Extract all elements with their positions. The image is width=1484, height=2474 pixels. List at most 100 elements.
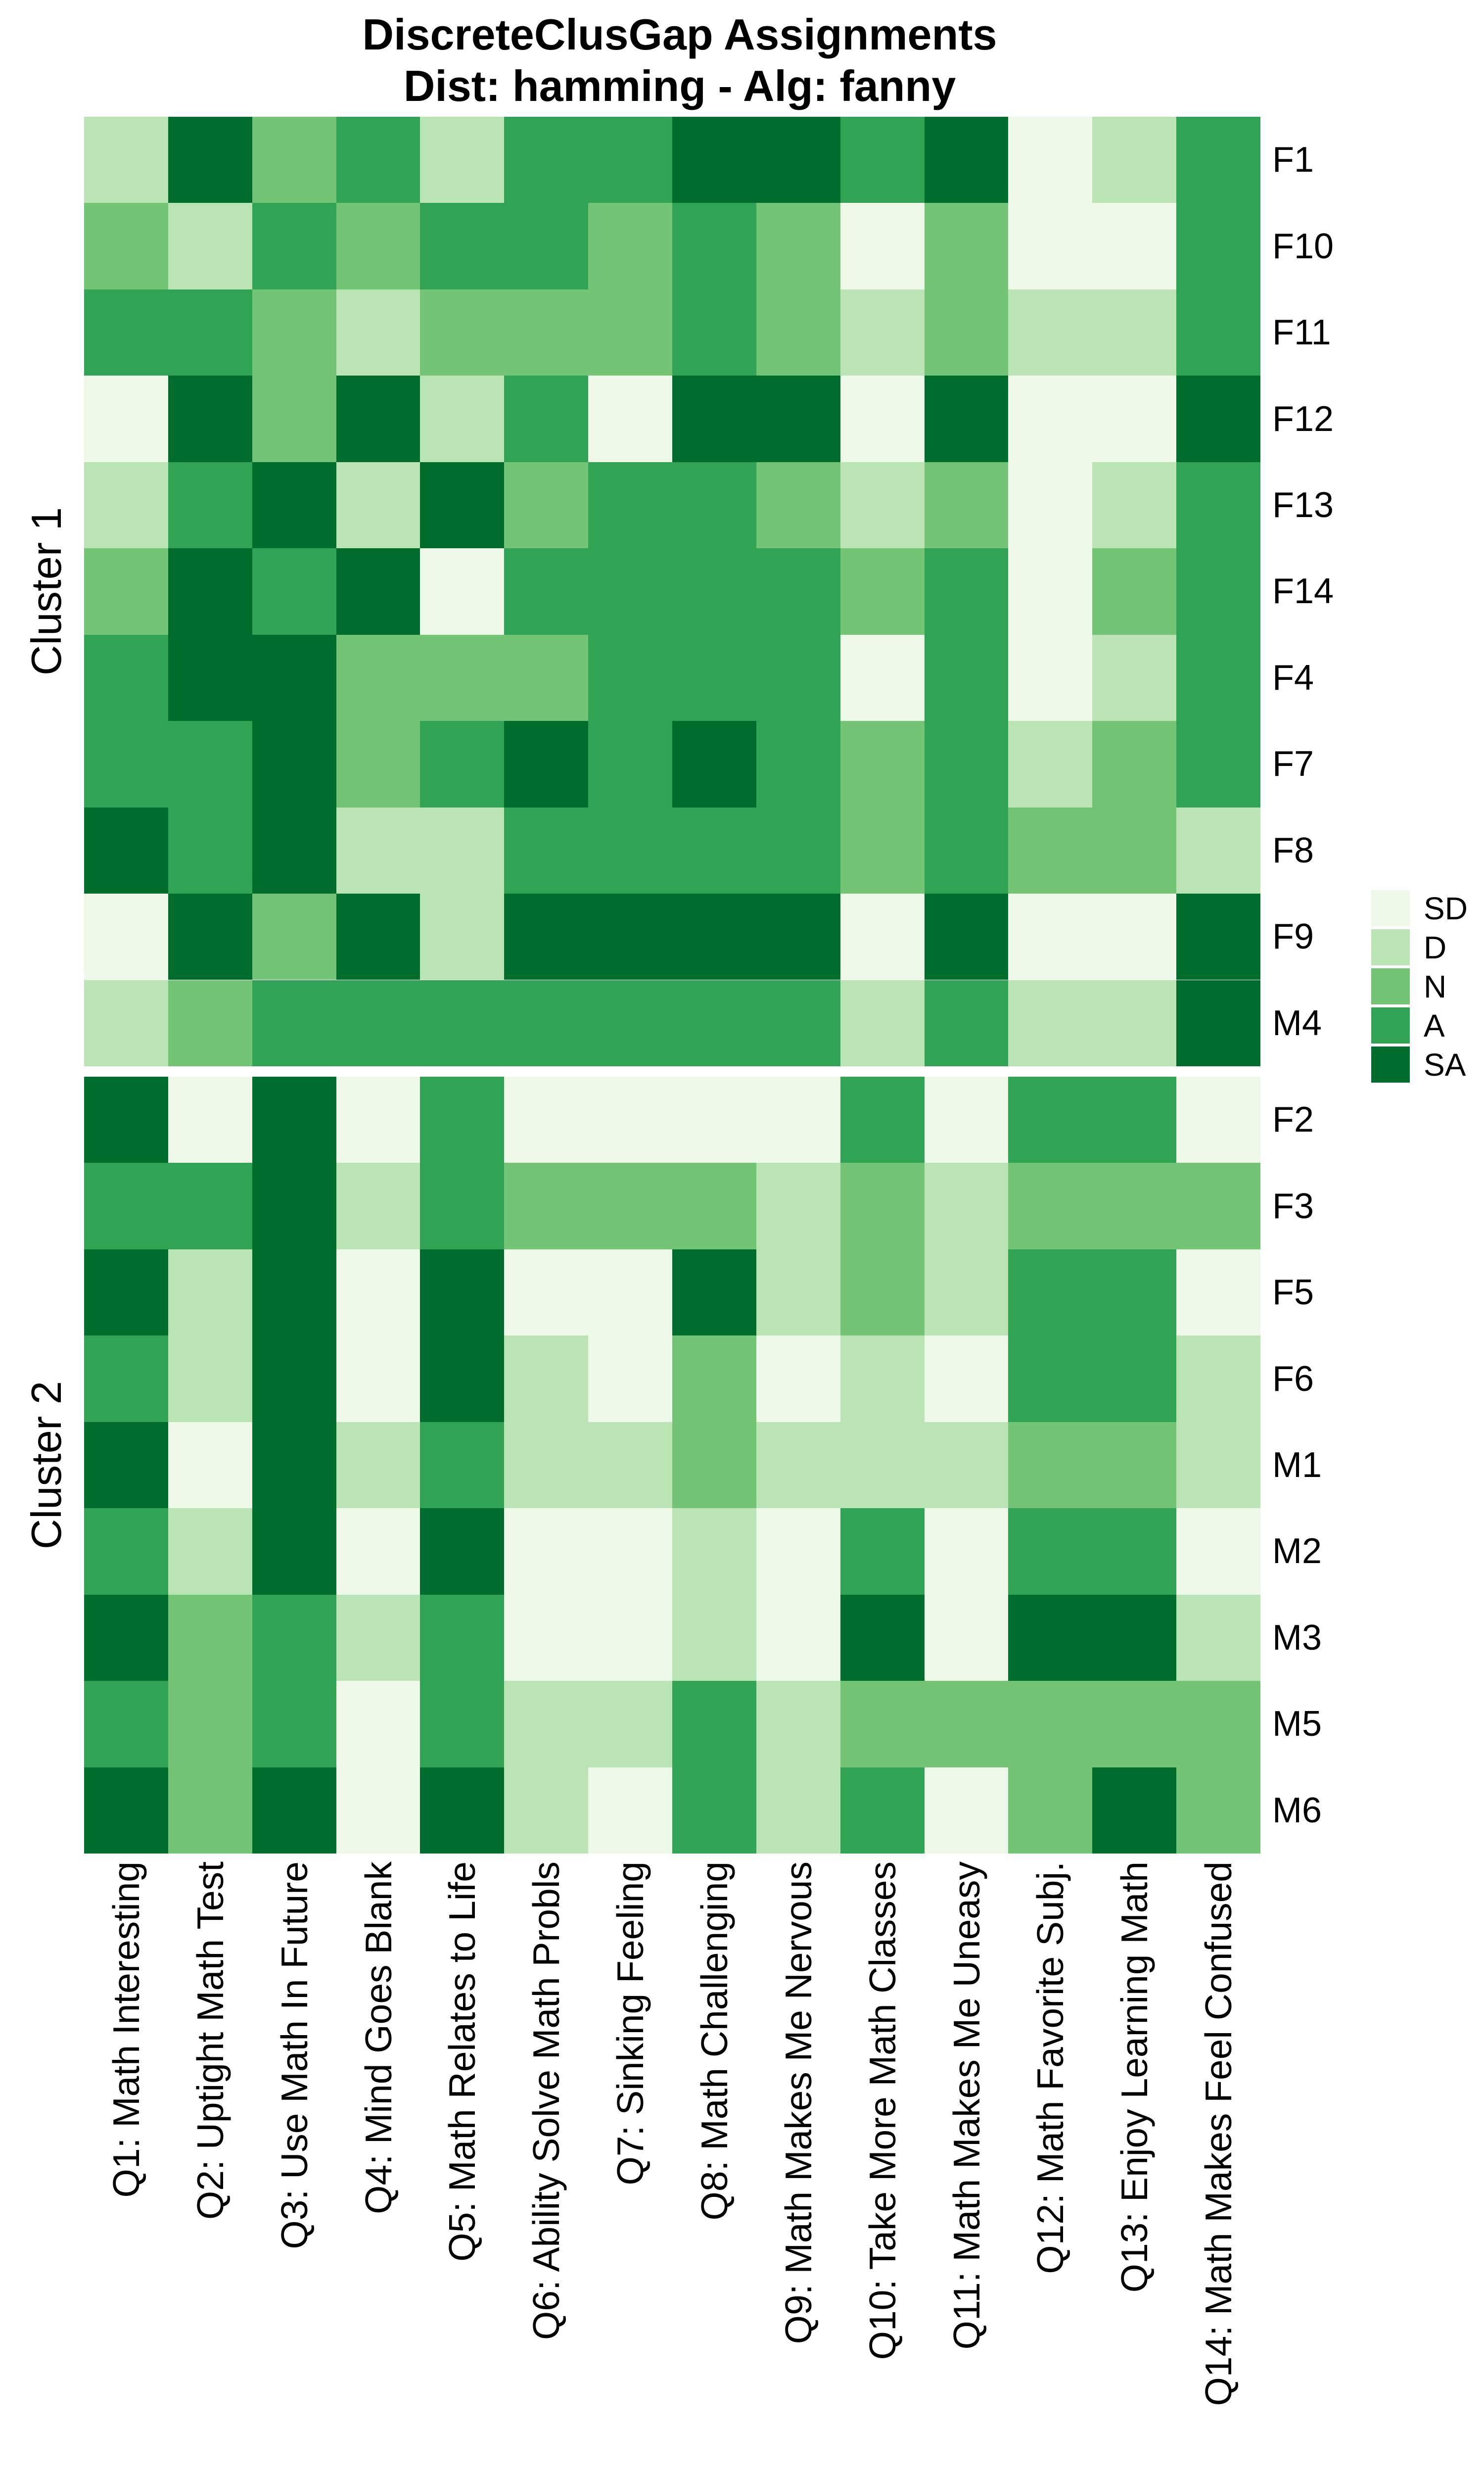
heatmap-cell-F7-Q9 bbox=[756, 721, 840, 808]
cluster-block-1 bbox=[84, 117, 1260, 1066]
heatmap-cell-M5-Q12 bbox=[1008, 1681, 1093, 1767]
heatmap-cell-M6-Q14 bbox=[1176, 1767, 1260, 1854]
heatmap-cell-M2-Q3 bbox=[252, 1508, 336, 1595]
row-label-M5: M5 bbox=[1272, 1704, 1322, 1744]
row-label-F8: F8 bbox=[1272, 830, 1314, 870]
heatmap-cell-M4-Q4 bbox=[336, 980, 420, 1066]
row-label-F7: F7 bbox=[1272, 744, 1314, 784]
heatmap-cell-F1-Q1 bbox=[84, 117, 168, 203]
heatmap-row-F10 bbox=[84, 203, 1260, 289]
heatmap-cell-M6-Q4 bbox=[336, 1767, 420, 1854]
heatmap-cell-F6-Q14 bbox=[1176, 1335, 1260, 1422]
heatmap-cell-F11-Q5 bbox=[420, 289, 505, 376]
heatmap-cell-F7-Q11 bbox=[924, 721, 1009, 808]
x-label-Q4: Q4: Mind Goes Blank bbox=[357, 1861, 399, 2214]
heatmap-cell-F3-Q9 bbox=[756, 1163, 840, 1249]
heatmap-cell-F9-Q2 bbox=[168, 894, 252, 980]
heatmap-cell-F2-Q11 bbox=[924, 1076, 1009, 1163]
heatmap-cell-F8-Q3 bbox=[252, 807, 336, 894]
chart-title-line2: Dist: hamming - Alg: fanny bbox=[403, 61, 956, 110]
x-label-Q5: Q5: Math Relates to Life bbox=[441, 1861, 483, 2262]
heatmap-cell-F14-Q6 bbox=[504, 548, 589, 635]
heatmap-row-F11 bbox=[84, 289, 1260, 376]
heatmap-cell-F9-Q10 bbox=[840, 894, 925, 980]
heatmap-cell-F12-Q10 bbox=[840, 376, 925, 462]
heatmap-cell-M3-Q9 bbox=[756, 1594, 840, 1681]
heatmap-cell-F10-Q14 bbox=[1176, 203, 1260, 289]
heatmap-row-F12 bbox=[84, 376, 1260, 462]
row-label-F4: F4 bbox=[1272, 658, 1314, 698]
chart-title: DiscreteClusGap Assignments Dist: hammin… bbox=[84, 9, 1275, 112]
x-label-Q1: Q1: Math Interesting bbox=[105, 1861, 147, 2198]
heatmap-cell-M3-Q5 bbox=[420, 1594, 505, 1681]
heatmap-cell-F14-Q3 bbox=[252, 548, 336, 635]
heatmap-cell-F4-Q9 bbox=[756, 634, 840, 721]
heatmap-cell-F8-Q4 bbox=[336, 807, 420, 894]
heatmap-row-F2 bbox=[84, 1076, 1260, 1163]
heatmap-cell-F5-Q13 bbox=[1092, 1249, 1177, 1336]
heatmap-cell-F2-Q12 bbox=[1008, 1076, 1093, 1163]
heatmap-cell-F1-Q14 bbox=[1176, 117, 1260, 203]
heatmap-row-F8 bbox=[84, 807, 1260, 894]
heatmap-cell-F4-Q5 bbox=[420, 634, 505, 721]
heatmap-cell-F7-Q14 bbox=[1176, 721, 1260, 808]
heatmap-cell-F14-Q1 bbox=[84, 548, 168, 635]
heatmap-cell-M1-Q11 bbox=[924, 1422, 1009, 1509]
heatmap-cell-F5-Q1 bbox=[84, 1249, 168, 1336]
heatmap-cell-F12-Q1 bbox=[84, 376, 168, 462]
heatmap-cell-F11-Q1 bbox=[84, 289, 168, 376]
heatmap-cell-M2-Q10 bbox=[840, 1508, 925, 1595]
heatmap-cell-M6-Q11 bbox=[924, 1767, 1009, 1854]
heatmap-cell-F6-Q9 bbox=[756, 1335, 840, 1422]
heatmap-cell-F12-Q5 bbox=[420, 376, 505, 462]
heatmap-cell-M2-Q4 bbox=[336, 1508, 420, 1595]
row-label-M4: M4 bbox=[1272, 1003, 1322, 1043]
heatmap-cell-F5-Q10 bbox=[840, 1249, 925, 1336]
heatmap-cell-F13-Q4 bbox=[336, 462, 420, 549]
heatmap-cell-F5-Q2 bbox=[168, 1249, 252, 1336]
heatmap-cell-F4-Q3 bbox=[252, 634, 336, 721]
heatmap-cell-F9-Q6 bbox=[504, 894, 589, 980]
heatmap-cell-F12-Q12 bbox=[1008, 376, 1093, 462]
heatmap-cell-F5-Q5 bbox=[420, 1249, 505, 1336]
heatmap-cell-F12-Q6 bbox=[504, 376, 589, 462]
heatmap-cell-F3-Q7 bbox=[588, 1163, 672, 1249]
heatmap-cell-M4-Q11 bbox=[924, 980, 1009, 1066]
heatmap-cell-F4-Q10 bbox=[840, 634, 925, 721]
heatmap-cell-F12-Q9 bbox=[756, 376, 840, 462]
heatmap-cell-M1-Q8 bbox=[672, 1422, 756, 1509]
heatmap-cell-M3-Q2 bbox=[168, 1594, 252, 1681]
heatmap-cell-F5-Q7 bbox=[588, 1249, 672, 1336]
heatmap-cell-F11-Q12 bbox=[1008, 289, 1093, 376]
heatmap-cell-M6-Q1 bbox=[84, 1767, 168, 1854]
heatmap-cell-F12-Q14 bbox=[1176, 376, 1260, 462]
legend-swatch-A bbox=[1371, 1007, 1410, 1044]
heatmap-cell-M2-Q5 bbox=[420, 1508, 505, 1595]
legend-item-N: N bbox=[1371, 968, 1484, 1004]
heatmap-cell-F11-Q14 bbox=[1176, 289, 1260, 376]
heatmap-cell-F13-Q7 bbox=[588, 462, 672, 549]
heatmap-cell-F8-Q1 bbox=[84, 807, 168, 894]
legend-item-D: D bbox=[1371, 929, 1484, 965]
heatmap-cell-M3-Q1 bbox=[84, 1594, 168, 1681]
chart-title-line1: DiscreteClusGap Assignments bbox=[362, 10, 997, 59]
heatmap-cell-M5-Q1 bbox=[84, 1681, 168, 1767]
heatmap-cell-M3-Q13 bbox=[1092, 1594, 1177, 1681]
heatmap-cell-F7-Q10 bbox=[840, 721, 925, 808]
heatmap-cell-M3-Q14 bbox=[1176, 1594, 1260, 1681]
heatmap-cell-M2-Q2 bbox=[168, 1508, 252, 1595]
heatmap-cell-F14-Q4 bbox=[336, 548, 420, 635]
heatmap-cell-M6-Q5 bbox=[420, 1767, 505, 1854]
heatmap-cell-M1-Q12 bbox=[1008, 1422, 1093, 1509]
heatmap-cell-M1-Q6 bbox=[504, 1422, 589, 1509]
heatmap-cell-F2-Q9 bbox=[756, 1076, 840, 1163]
heatmap-cell-F3-Q11 bbox=[924, 1163, 1009, 1249]
heatmap bbox=[84, 117, 1260, 1854]
heatmap-cell-F13-Q10 bbox=[840, 462, 925, 549]
heatmap-cell-F2-Q5 bbox=[420, 1076, 505, 1163]
row-label-F10: F10 bbox=[1272, 226, 1334, 266]
heatmap-cell-F1-Q12 bbox=[1008, 117, 1093, 203]
heatmap-cell-F11-Q8 bbox=[672, 289, 756, 376]
legend-item-SD: SD bbox=[1371, 890, 1484, 926]
x-label-Q13: Q13: Enjoy Learning Math bbox=[1113, 1861, 1156, 2293]
